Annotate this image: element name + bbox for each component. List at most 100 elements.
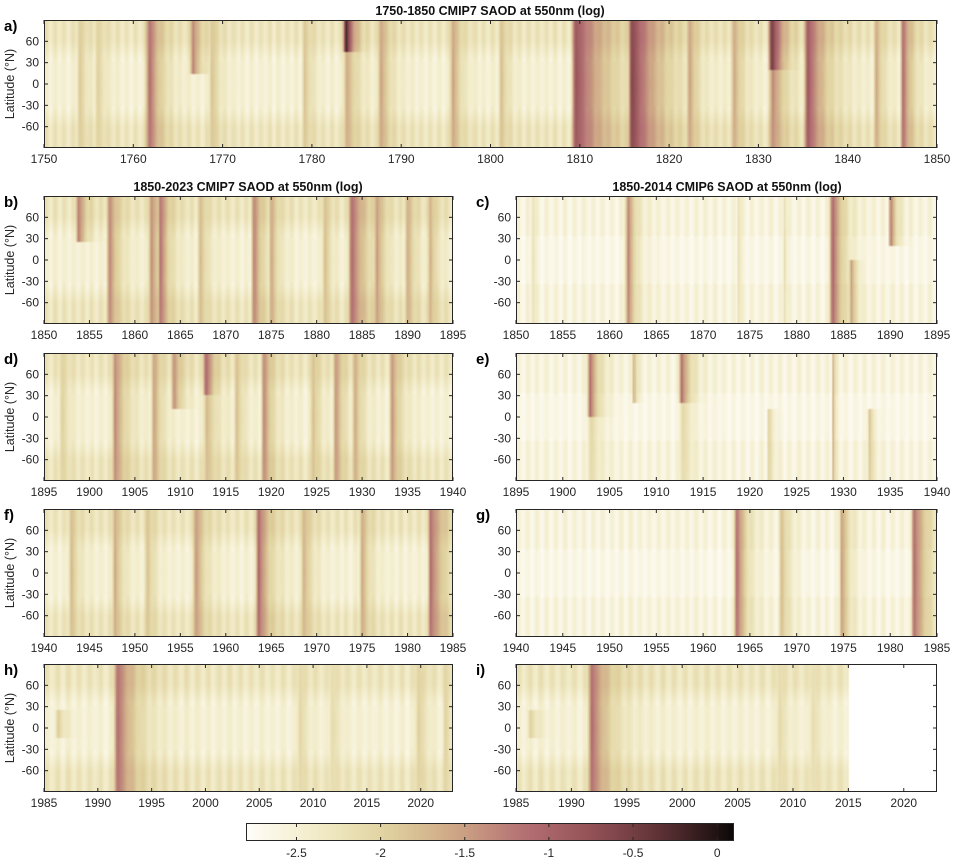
x-tick-label-e: 1935	[877, 485, 904, 499]
x-tick-label-h: 2015	[354, 796, 381, 810]
x-tick-label-f: 1970	[303, 641, 330, 655]
y-tick-label-g: 60	[498, 523, 512, 537]
y-tick-label-a: -30	[22, 98, 40, 112]
x-tick-label-g: 1955	[643, 641, 670, 655]
y-tick-label-e: -30	[494, 431, 512, 445]
y-tick-label-e: 30	[498, 389, 512, 403]
y-axis-label-h: Latitude (°N)	[3, 693, 17, 763]
y-tick-label-i: -60	[494, 764, 512, 778]
colorbar-gradient	[246, 823, 734, 841]
y-tick-label-c: -30	[494, 274, 512, 288]
heatmap-image-g	[516, 509, 937, 637]
x-tick-label-i: 2020	[890, 796, 917, 810]
y-tick-label-b: -30	[22, 274, 40, 288]
y-tick-label-a: -60	[22, 120, 40, 134]
colorbar-frame	[246, 823, 734, 841]
x-tick-label-a: 1830	[745, 152, 772, 166]
panel-d: 1895 1900 1905 1910 1915 1920 1925 1930 1935 1940…	[3, 351, 467, 499]
y-tick-label-i: 60	[498, 678, 512, 692]
panel-b: 1850 1855 1860 1865 1870 1875 1880 1885 1890 1895…	[3, 180, 467, 342]
panel-i: 1985 1990 1995 2000 2005 2010 2015 2020 60 30 0 -30…	[476, 662, 937, 810]
panel-letter-e: e)	[476, 351, 489, 368]
panel-letter-f: f)	[4, 507, 14, 524]
x-tick-label-d: 1900	[76, 485, 103, 499]
x-tick-label-a: 1760	[120, 152, 147, 166]
x-tick-label-c: 1850	[503, 328, 530, 342]
y-tick-label-f: 0	[32, 566, 39, 580]
colorbar: -2.5 -2 -1.5 -1 -0.5 0	[246, 823, 734, 860]
y-tick-label-i: 30	[498, 700, 512, 714]
panel-letter-c: c)	[476, 194, 489, 211]
y-tick-label-h: 30	[26, 700, 40, 714]
y-tick-label-b: -60	[22, 296, 40, 310]
x-tick-label-f: 1965	[258, 641, 285, 655]
x-tick-label-b: 1895	[440, 328, 467, 342]
panel-a: 1750 1760 1770 1780 1790 1800 1810 1820 1830 1840…	[3, 4, 951, 166]
x-tick-label-i: 1995	[613, 796, 640, 810]
x-tick-label-e: 1900	[549, 485, 576, 499]
x-tick-label-e: 1905	[596, 485, 623, 499]
x-tick-label-a: 1800	[477, 152, 504, 166]
y-tick-label-d: 30	[26, 389, 40, 403]
x-tick-label-i: 2010	[780, 796, 807, 810]
y-tick-label-h: 60	[26, 678, 40, 692]
x-tick-label-f: 1960	[212, 641, 239, 655]
x-tick-label-f: 1945	[76, 641, 103, 655]
y-tick-label-e: 60	[498, 367, 512, 381]
y-tick-label-c: 30	[498, 232, 512, 246]
y-tick-label-c: 0	[504, 253, 511, 267]
x-tick-label-g: 1985	[924, 641, 951, 655]
x-tick-label-a: 1770	[209, 152, 236, 166]
panel-g: 1940 1945 1950 1955 1960 1965 1970 1975 1980 1985…	[476, 507, 951, 655]
x-tick-label-c: 1860	[596, 328, 623, 342]
y-tick-label-e: -60	[494, 453, 512, 467]
x-tick-label-i: 2005	[724, 796, 751, 810]
y-tick-label-h: -60	[22, 764, 40, 778]
heatmap-image-b	[44, 196, 453, 324]
panel-c: 1850 1855 1860 1865 1870 1875 1880 1885 1890 1895…	[476, 180, 951, 342]
panel-letter-g: g)	[476, 507, 490, 524]
x-tick-label-i: 1985	[503, 796, 530, 810]
panel-title-c: 1850-2014 CMIP6 SAOD at 550nm (log)	[612, 180, 841, 194]
heatmap-image-e	[516, 353, 937, 481]
x-tick-label-d: 1910	[167, 485, 194, 499]
x-tick-label-c: 1890	[877, 328, 904, 342]
x-tick-label-g: 1945	[549, 641, 576, 655]
colorbar-tick-label: -1.5	[454, 846, 475, 860]
x-tick-label-a: 1810	[566, 152, 593, 166]
x-tick-label-i: 2015	[835, 796, 862, 810]
x-tick-label-h: 2020	[407, 796, 434, 810]
y-axis-label-f: Latitude (°N)	[3, 538, 17, 608]
x-tick-label-d: 1920	[258, 485, 285, 499]
x-tick-label-d: 1915	[212, 485, 239, 499]
x-tick-label-g: 1965	[737, 641, 764, 655]
y-tick-label-c: 60	[498, 210, 512, 224]
panel-letter-i: i)	[476, 662, 485, 679]
x-tick-label-h: 2000	[192, 796, 219, 810]
y-tick-label-d: -30	[22, 431, 40, 445]
colorbar-tick-label: 0	[714, 846, 721, 860]
y-tick-label-h: -30	[22, 742, 40, 756]
x-tick-label-a: 1850	[924, 152, 951, 166]
y-tick-label-a: 0	[32, 77, 39, 91]
panel-title-a: 1750-1850 CMIP7 SAOD at 550nm (log)	[375, 4, 604, 18]
x-tick-label-c: 1895	[924, 328, 951, 342]
y-tick-label-g: -30	[494, 587, 512, 601]
heatmap-image-i	[516, 664, 937, 792]
x-tick-label-h: 1985	[31, 796, 58, 810]
x-tick-label-h: 1995	[138, 796, 165, 810]
x-tick-label-d: 1895	[31, 485, 58, 499]
x-tick-label-g: 1970	[783, 641, 810, 655]
x-tick-label-g: 1975	[830, 641, 857, 655]
x-tick-label-e: 1910	[643, 485, 670, 499]
y-tick-label-d: 0	[32, 410, 39, 424]
x-tick-label-i: 1990	[558, 796, 585, 810]
x-tick-label-c: 1865	[643, 328, 670, 342]
x-tick-label-f: 1950	[122, 641, 149, 655]
x-tick-label-e: 1895	[503, 485, 530, 499]
x-tick-label-f: 1940	[31, 641, 58, 655]
y-tick-label-a: 60	[26, 34, 40, 48]
panel-letter-h: h)	[4, 662, 18, 679]
x-tick-label-b: 1890	[394, 328, 421, 342]
